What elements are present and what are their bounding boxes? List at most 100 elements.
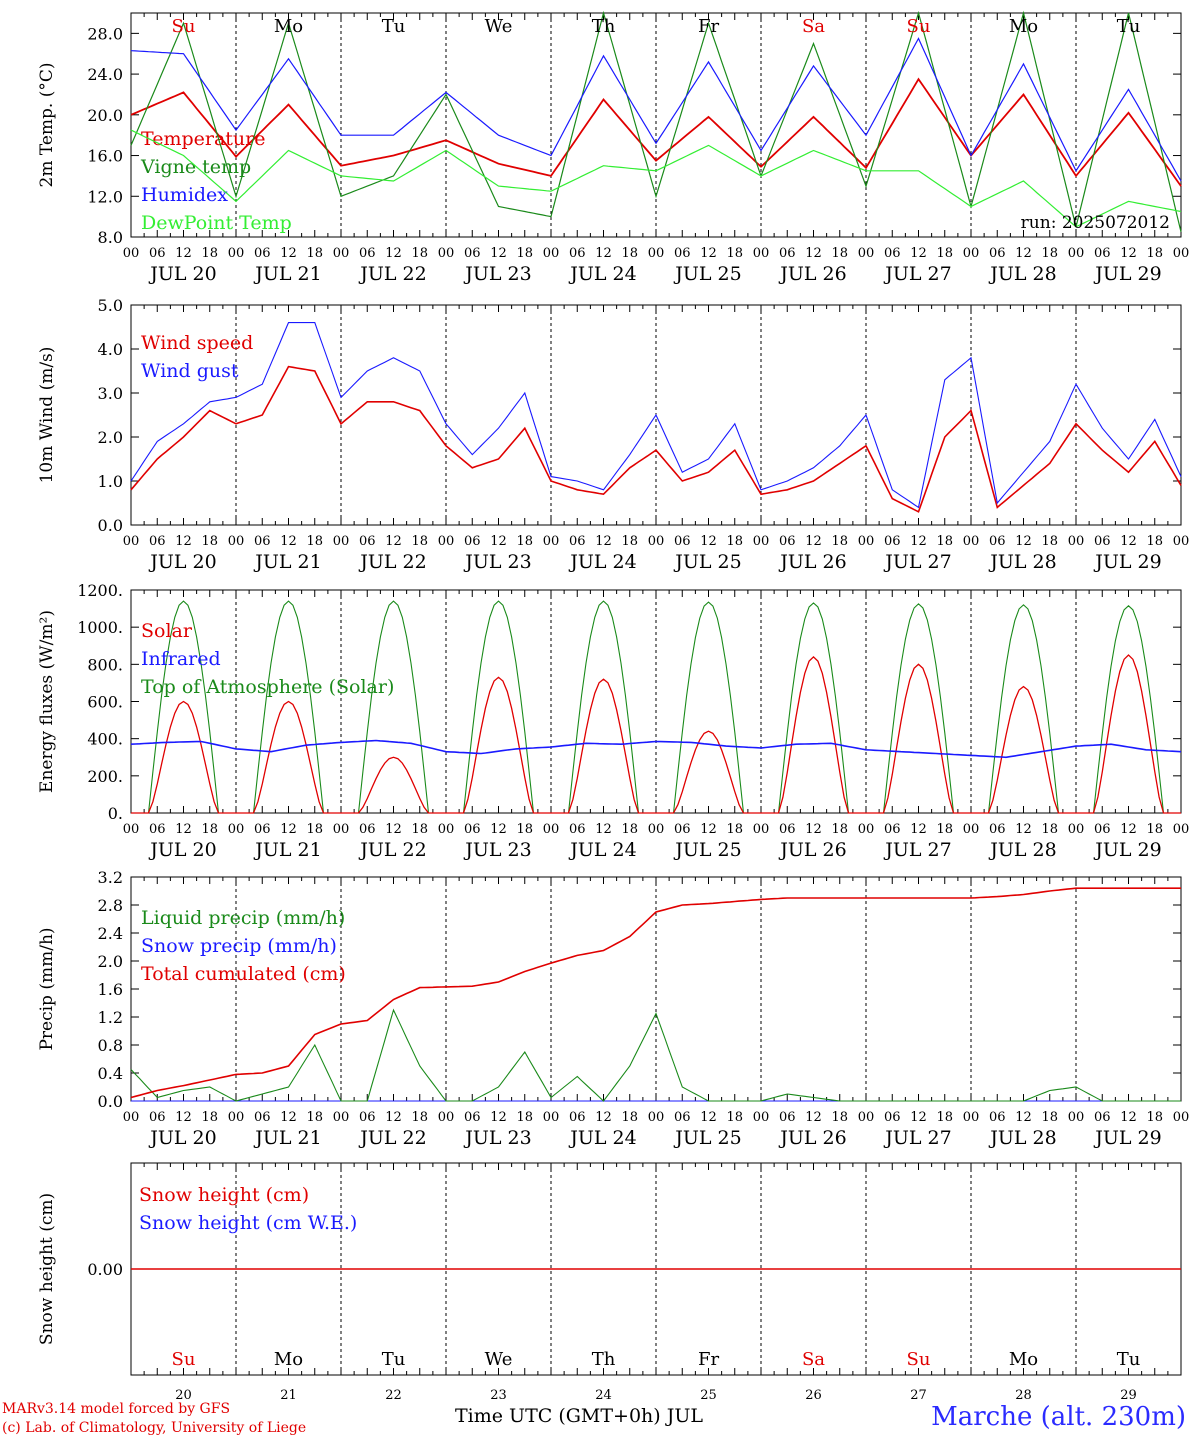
- date-label: JUL 27: [883, 839, 951, 861]
- date-label: JUL 25: [673, 263, 741, 285]
- hour-label: 00: [543, 1110, 560, 1125]
- hour-label: 00: [858, 822, 875, 837]
- hour-label: 18: [1041, 1110, 1058, 1125]
- hour-label: 18: [306, 822, 323, 837]
- hour-label: 12: [385, 1110, 402, 1125]
- hour-label: 18: [726, 1110, 743, 1125]
- hour-label: 06: [989, 534, 1006, 549]
- day-letter: Th: [592, 16, 616, 37]
- hour-label: 12: [910, 822, 927, 837]
- hour-label: 12: [490, 534, 507, 549]
- hour-label: 12: [1120, 246, 1137, 261]
- hour-label: 06: [884, 822, 901, 837]
- hour-label: 18: [1041, 534, 1058, 549]
- hour-label: 18: [1146, 246, 1163, 261]
- legend-infrared: Infrared: [141, 648, 221, 670]
- y-tick-label: 1.2: [98, 1008, 123, 1027]
- hour-label: 18: [831, 246, 848, 261]
- hour-label: 00: [1173, 534, 1190, 549]
- hour-label: 06: [674, 822, 691, 837]
- hour-label: 18: [1146, 534, 1163, 549]
- hour-label: 18: [831, 1110, 848, 1125]
- hour-label: 06: [884, 534, 901, 549]
- day-number: 25: [700, 1388, 717, 1403]
- hour-label: 18: [936, 822, 953, 837]
- date-label: JUL 20: [148, 263, 216, 285]
- hour-label: 18: [201, 246, 218, 261]
- series-wind-speed: [130, 365, 1182, 513]
- date-label: JUL 22: [358, 839, 426, 861]
- date-label: JUL 24: [568, 1127, 636, 1149]
- hour-label: 06: [359, 822, 376, 837]
- hour-label: 06: [149, 822, 166, 837]
- hour-label: 12: [805, 1110, 822, 1125]
- hour-label: 12: [700, 534, 717, 549]
- date-label: JUL 29: [1093, 839, 1161, 861]
- hour-label: 18: [1041, 246, 1058, 261]
- hour-label: 00: [123, 534, 140, 549]
- hour-label: 12: [1015, 534, 1032, 549]
- hour-label: 12: [910, 534, 927, 549]
- day-number: 23: [490, 1388, 507, 1403]
- hour-label: 12: [385, 246, 402, 261]
- hour-label: 06: [569, 1110, 586, 1125]
- y-tick-label: 3.0: [98, 384, 123, 403]
- hour-label: 18: [621, 534, 638, 549]
- legend-top-of-atmosphere-solar-: Top of Atmosphere (Solar): [141, 676, 394, 698]
- hour-label: 12: [490, 246, 507, 261]
- day-letter: Tu: [1117, 16, 1141, 37]
- hour-label: 18: [201, 1110, 218, 1125]
- legend-solar: Solar: [141, 620, 193, 642]
- hour-label: 06: [779, 534, 796, 549]
- legend-temperature: Temperature: [141, 128, 265, 150]
- day-letter: Su: [907, 1349, 931, 1370]
- hour-label: 00: [1068, 246, 1085, 261]
- hour-label: 12: [280, 246, 297, 261]
- date-label: JUL 20: [148, 551, 216, 573]
- hour-label: 00: [123, 1110, 140, 1125]
- hour-label: 00: [228, 822, 245, 837]
- credits-line1: MARv3.14 model forced by GFS: [2, 1401, 231, 1417]
- hour-label: 18: [306, 246, 323, 261]
- y-tick-label: 1.0: [98, 472, 123, 491]
- y-tick-label: 28.0: [87, 24, 123, 43]
- hour-label: 06: [464, 1110, 481, 1125]
- hour-label: 18: [621, 1110, 638, 1125]
- date-label: JUL 25: [673, 839, 741, 861]
- hour-label: 12: [700, 246, 717, 261]
- hour-label: 12: [700, 1110, 717, 1125]
- day-number: 22: [385, 1388, 402, 1403]
- hour-label: 12: [805, 534, 822, 549]
- y-axis-label: 10m Wind (m/s): [37, 347, 57, 484]
- hour-label: 00: [963, 534, 980, 549]
- hour-label: 12: [805, 822, 822, 837]
- hour-label: 18: [411, 1110, 428, 1125]
- hour-label: 12: [595, 534, 612, 549]
- day-number: 20: [175, 1388, 192, 1403]
- hour-label: 18: [516, 822, 533, 837]
- day-letter: Fr: [698, 1349, 719, 1370]
- hour-label: 12: [280, 534, 297, 549]
- hour-label: 00: [963, 1110, 980, 1125]
- hour-label: 06: [1094, 1110, 1111, 1125]
- hour-label: 06: [359, 246, 376, 261]
- hour-label: 06: [1094, 246, 1111, 261]
- station-name: Marche (alt. 230m): [931, 1402, 1186, 1432]
- hour-label: 12: [910, 1110, 927, 1125]
- hour-label: 00: [438, 534, 455, 549]
- legend-liquid-precip-mm-h-: Liquid precip (mm/h): [141, 907, 345, 929]
- date-label: JUL 27: [883, 1127, 951, 1149]
- y-tick-label: 24.0: [87, 65, 123, 84]
- hour-label: 12: [175, 246, 192, 261]
- date-label: JUL 28: [988, 551, 1056, 573]
- day-letter: Sa: [802, 1349, 825, 1370]
- y-tick-label: 2.0: [98, 428, 123, 447]
- hour-label: 06: [884, 246, 901, 261]
- hour-label: 12: [175, 1110, 192, 1125]
- date-label: JUL 24: [568, 551, 636, 573]
- hour-label: 06: [254, 1110, 271, 1125]
- y-tick-label: 400.: [87, 730, 123, 749]
- date-label: JUL 26: [778, 551, 846, 573]
- hour-label: 06: [779, 246, 796, 261]
